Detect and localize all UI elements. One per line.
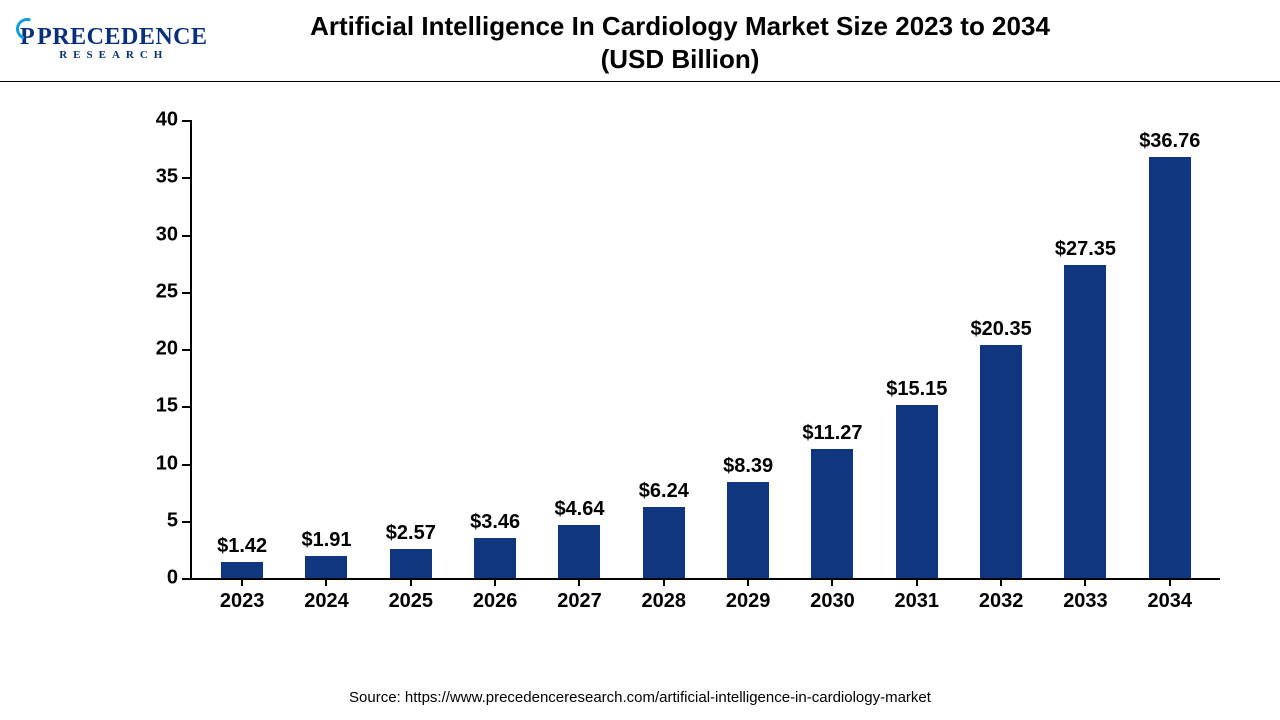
x-axis-label: 2031 [895, 590, 940, 613]
x-tick [916, 578, 918, 586]
y-axis-label: 10 [156, 452, 192, 475]
data-label: $36.76 [1139, 130, 1200, 153]
bar-column: $1.912024 [284, 120, 368, 578]
x-axis-label: 2033 [1063, 590, 1108, 613]
bar-column: $11.272030 [790, 120, 874, 578]
bar [727, 482, 769, 578]
x-tick [241, 578, 243, 586]
data-label: $8.39 [723, 455, 773, 478]
y-axis-label: 40 [156, 109, 192, 132]
bar [896, 405, 938, 578]
y-axis-label: 15 [156, 395, 192, 418]
bar-column: $4.642027 [537, 120, 621, 578]
header: PPRECEDENCE RESEARCH Artificial Intellig… [0, 0, 1280, 82]
x-axis-label: 2030 [810, 590, 855, 613]
data-label: $1.42 [217, 535, 267, 558]
bar-column: $36.762034 [1128, 120, 1212, 578]
data-label: $2.57 [386, 522, 436, 545]
bar [221, 562, 263, 578]
x-axis-label: 2027 [557, 590, 602, 613]
title-line2: (USD Billion) [601, 44, 760, 74]
x-axis-label: 2028 [642, 590, 687, 613]
y-axis-label: 30 [156, 223, 192, 246]
x-tick [663, 578, 665, 586]
x-axis-label: 2023 [220, 590, 265, 613]
bar-column: $3.462026 [453, 120, 537, 578]
data-label: $11.27 [802, 422, 862, 445]
brand-text: PRECEDENCE [37, 24, 207, 50]
x-axis-label: 2034 [1148, 590, 1193, 613]
x-axis-label: 2029 [726, 590, 771, 613]
x-axis-label: 2024 [304, 590, 349, 613]
data-label: $15.15 [886, 378, 947, 401]
bar [643, 507, 685, 578]
bar [1149, 157, 1191, 578]
brand-logo: PPRECEDENCE RESEARCH [20, 24, 240, 61]
x-tick [494, 578, 496, 586]
x-tick [1000, 578, 1002, 586]
bar [811, 449, 853, 578]
bar-column: $2.572025 [369, 120, 453, 578]
x-tick [831, 578, 833, 586]
bar [390, 549, 432, 578]
x-tick [410, 578, 412, 586]
plot-region: $1.422023$1.912024$2.572025$3.462026$4.6… [190, 120, 1220, 580]
chart-title: Artificial Intelligence In Cardiology Ma… [240, 10, 1260, 75]
title-line1: Artificial Intelligence In Cardiology Ma… [310, 11, 1050, 41]
bar [305, 556, 347, 578]
bar-column: $27.352033 [1043, 120, 1127, 578]
y-axis-label: 20 [156, 338, 192, 361]
y-axis-label: 25 [156, 280, 192, 303]
bar-column: $1.422023 [200, 120, 284, 578]
data-label: $1.91 [301, 529, 351, 552]
data-label: $4.64 [554, 498, 604, 521]
bar [474, 538, 516, 578]
x-axis-label: 2026 [473, 590, 518, 613]
bar-column: $8.392029 [706, 120, 790, 578]
bar-column: $20.352032 [959, 120, 1043, 578]
x-tick [325, 578, 327, 586]
x-tick [747, 578, 749, 586]
y-axis-label: 0 [167, 567, 192, 590]
x-tick [1084, 578, 1086, 586]
data-label: $6.24 [639, 480, 689, 503]
bar [558, 525, 600, 578]
source-citation: Source: https://www.precedenceresearch.c… [0, 689, 1280, 706]
y-axis-label: 35 [156, 166, 192, 189]
x-tick [578, 578, 580, 586]
brand-subtext: RESEARCH [20, 49, 208, 61]
bar [1064, 265, 1106, 578]
data-label: $3.46 [470, 511, 520, 534]
x-axis-label: 2025 [389, 590, 434, 613]
chart-area: $1.422023$1.912024$2.572025$3.462026$4.6… [40, 110, 1240, 650]
bar [980, 345, 1022, 578]
data-label: $20.35 [971, 318, 1032, 341]
x-axis-label: 2032 [979, 590, 1024, 613]
x-tick [1169, 578, 1171, 586]
bar-column: $6.242028 [622, 120, 706, 578]
data-label: $27.35 [1055, 238, 1116, 261]
bars-container: $1.422023$1.912024$2.572025$3.462026$4.6… [192, 120, 1220, 578]
bar-column: $15.152031 [875, 120, 959, 578]
y-axis-label: 5 [167, 509, 192, 532]
